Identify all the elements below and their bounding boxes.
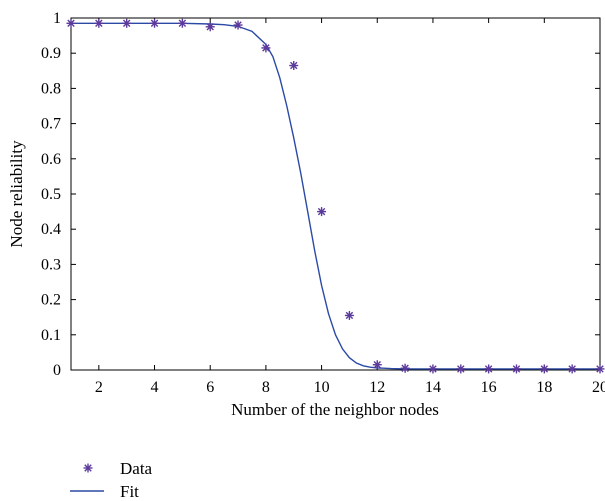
- x-axis-label: Number of the neighbor nodes: [231, 400, 439, 419]
- y-axis-label: Node reliability: [7, 140, 26, 248]
- marker-layer: [66, 18, 605, 374]
- data-point: [511, 364, 521, 374]
- legend-data-label: Data: [120, 459, 153, 478]
- y-tick-label: 0.4: [41, 221, 61, 238]
- y-tick-label: 0.9: [41, 45, 61, 62]
- x-tick-label: 12: [369, 379, 385, 396]
- x-tick-label: 4: [151, 379, 159, 396]
- y-tick-label: 0.6: [41, 151, 61, 168]
- x-tick-label: 18: [536, 379, 552, 396]
- data-point: [205, 22, 215, 32]
- x-tick-label: 10: [314, 379, 330, 396]
- y-tick-label: 0: [53, 362, 61, 379]
- data-point: [372, 360, 382, 370]
- data-point: [400, 363, 410, 373]
- y-tick-label: 0.7: [41, 116, 61, 133]
- y-tick-label: 0.5: [41, 186, 61, 203]
- data-point: [344, 310, 354, 320]
- data-point: [289, 61, 299, 71]
- data-point: [233, 20, 243, 30]
- fit-layer: [71, 22, 600, 370]
- x-tick-label: 6: [206, 379, 214, 396]
- legend-data-star: [83, 463, 93, 473]
- x-tick-label: 8: [262, 379, 270, 396]
- data-point: [150, 18, 160, 28]
- data-point: [317, 207, 327, 217]
- x-tick-label: 16: [481, 379, 497, 396]
- y-tick-label: 1: [53, 10, 61, 27]
- data-point: [456, 364, 466, 374]
- x-tick-label: 14: [425, 379, 441, 396]
- data-point: [177, 18, 187, 28]
- fit-line: [71, 22, 600, 370]
- data-point: [94, 18, 104, 28]
- data-point: [66, 18, 76, 28]
- legend-fit-label: Fit: [120, 482, 139, 501]
- data-point: [261, 43, 271, 53]
- legend: Data Fit: [70, 459, 153, 501]
- data-point: [567, 364, 577, 374]
- legend-data-marker: [83, 463, 93, 473]
- data-point: [539, 364, 549, 374]
- data-point: [428, 364, 438, 374]
- y-tick-label: 0.1: [41, 327, 61, 344]
- data-point: [122, 18, 132, 28]
- y-tick-label: 0.3: [41, 256, 61, 273]
- y-tick-label: 0.8: [41, 80, 61, 97]
- y-tick-label: 0.2: [41, 292, 61, 309]
- x-tick-label: 2: [95, 379, 103, 396]
- data-point: [595, 364, 605, 374]
- axis-ticks: 2 4 6 8 10 12 14 16 18 20 0 0.1 0.2 0.3 0.4 0.5 0.6 0.7 0.…: [41, 10, 605, 396]
- x-tick-label: 20: [592, 379, 605, 396]
- data-point: [484, 364, 494, 374]
- plot-frame: [70, 17, 601, 371]
